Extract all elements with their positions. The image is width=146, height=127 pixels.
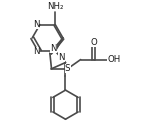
Text: NH₂: NH₂ (47, 2, 64, 11)
Text: N: N (58, 53, 65, 62)
Text: O: O (90, 38, 97, 47)
Text: N: N (33, 20, 39, 29)
Text: N: N (33, 47, 39, 56)
Text: OH: OH (107, 55, 120, 64)
Text: S: S (65, 64, 70, 73)
Text: N: N (51, 44, 57, 53)
